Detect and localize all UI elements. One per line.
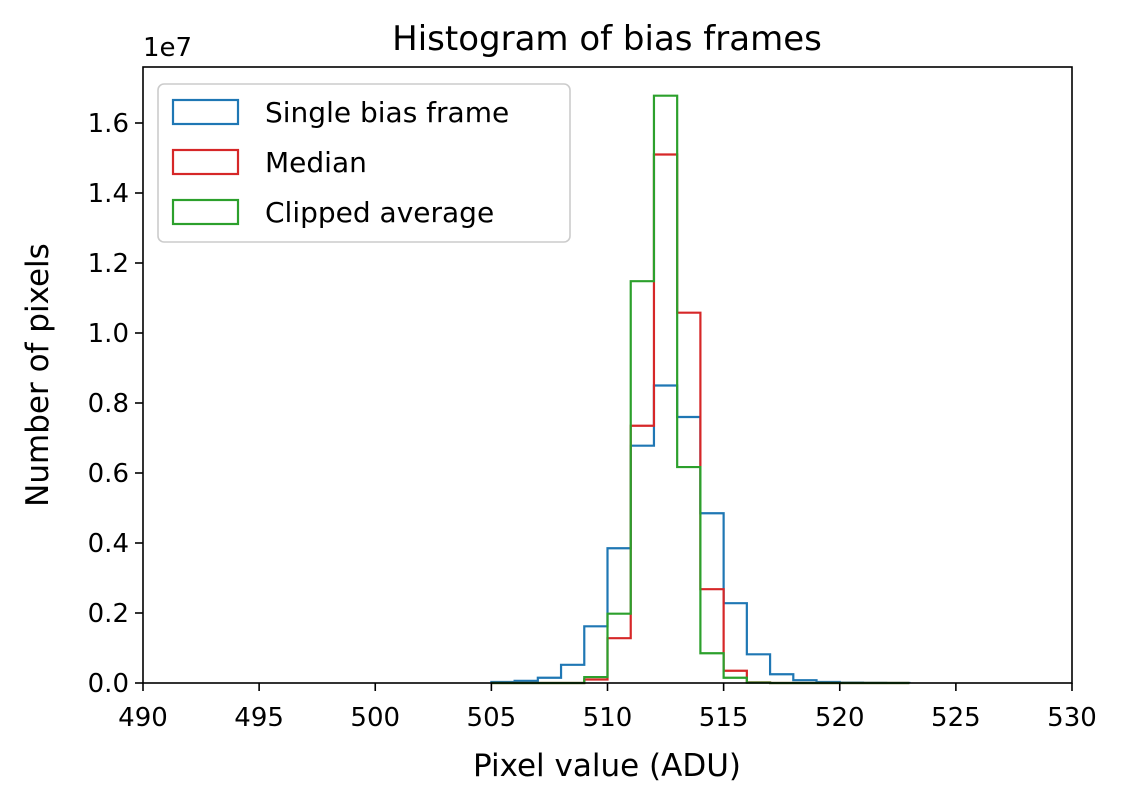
y-tick-label: 0.2 [88,599,129,629]
x-tick-label: 510 [583,703,633,733]
x-tick-label: 530 [1047,703,1097,733]
y-tick-label: 1.2 [88,249,129,279]
x-tick-label: 505 [467,703,517,733]
legend-label-median: Median [265,146,367,179]
y-offset-label: 1e7 [143,33,192,63]
x-tick-label: 515 [699,703,749,733]
y-tick-label: 0.8 [88,389,129,419]
legend: Single bias frame Median Clipped average [157,83,571,243]
legend-box [157,83,571,243]
legend-label-single-bias-frame: Single bias frame [265,96,509,129]
y-tick-label: 1.6 [88,109,129,139]
x-tick-label: 495 [234,703,284,733]
legend-swatch-clipped-average [171,198,240,226]
y-tick-label: 1.4 [88,179,129,209]
axes-layer: 490 495 500 505 510 515 520 525 530 0.0 0.2 0.4 0.6 0… [88,66,1097,733]
x-tick-label: 525 [931,703,981,733]
y-tick-label: 0.4 [88,529,129,559]
y-tick-label: 1.0 [88,319,129,349]
x-tick-label: 490 [118,703,168,733]
x-axis-label: Pixel value (ADU) [473,748,741,784]
y-tick-label: 0.0 [88,669,129,699]
y-axis-label: Number of pixels [20,243,56,507]
legend-swatch-median [171,148,240,176]
x-tick-label: 520 [815,703,865,733]
y-tick-label: 0.6 [88,459,129,489]
legend-label-clipped-average: Clipped average [265,196,494,229]
legend-swatch-single-bias-frame [171,98,240,126]
chart-title: Histogram of bias frames [392,19,822,59]
x-tick-label: 500 [350,703,400,733]
